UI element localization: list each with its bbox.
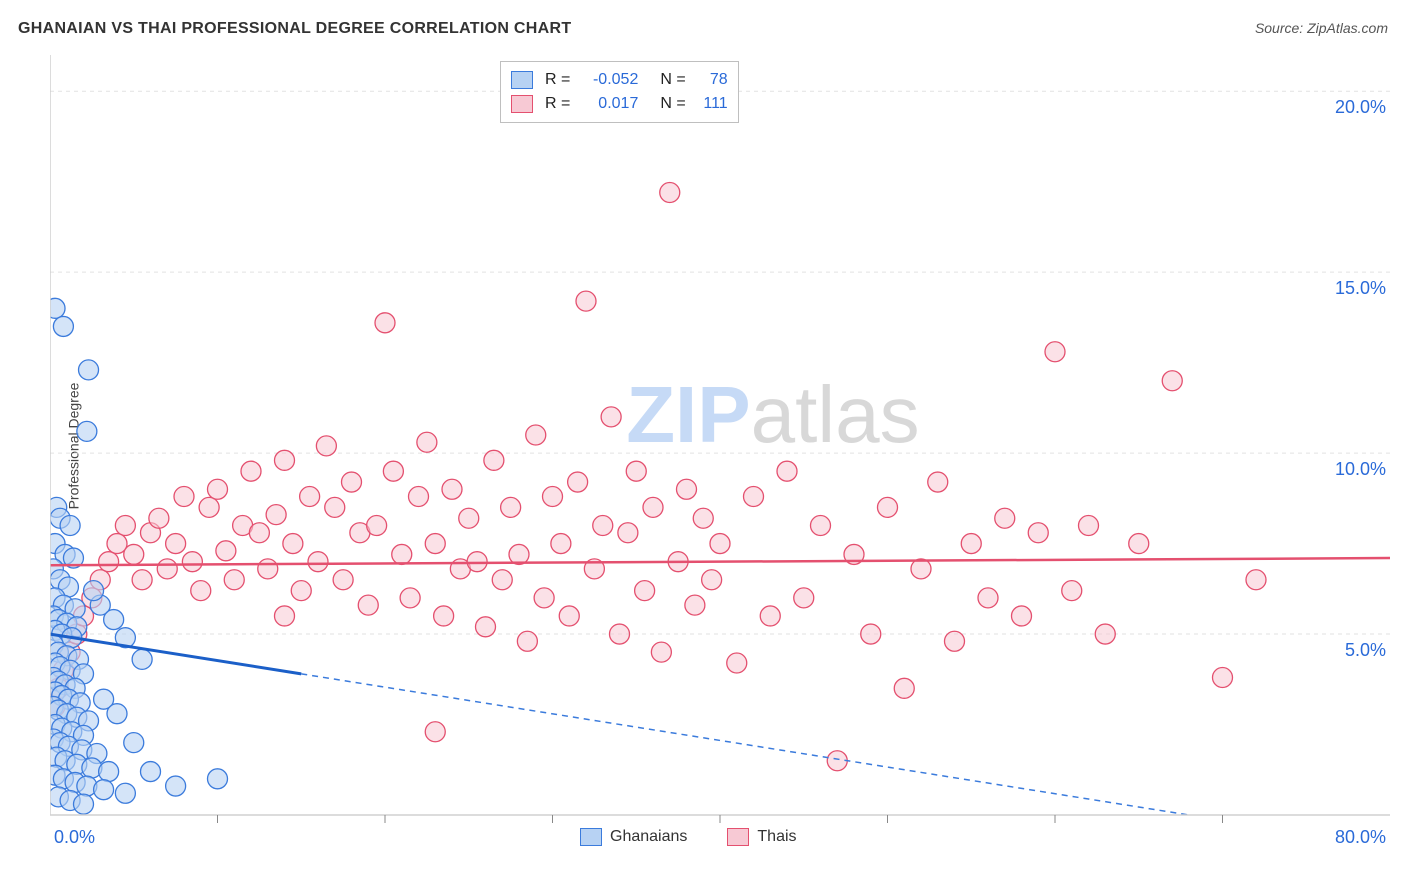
svg-text:0.0%: 0.0%: [54, 827, 95, 847]
svg-text:20.0%: 20.0%: [1335, 97, 1386, 117]
source-prefix: Source:: [1255, 20, 1307, 36]
swatch-thais: [511, 95, 533, 113]
chart-area: 5.0% 10.0% 15.0% 20.0% ZIPatlas 0.0% 80.0% R =…: [50, 55, 1390, 850]
scatter-plot-svg: 5.0% 10.0% 15.0% 20.0% ZIPatlas 0.0% 80.0%: [50, 55, 1390, 850]
r-value-ghanaians: -0.052: [578, 68, 638, 92]
n-value-thais: 111: [694, 92, 728, 116]
legend-row-thais: R = 0.017 N = 111: [511, 92, 728, 116]
n-label: N =: [660, 92, 685, 116]
chart-title: GHANAIAN VS THAI PROFESSIONAL DEGREE COR…: [18, 20, 571, 38]
svg-text:10.0%: 10.0%: [1335, 459, 1386, 479]
swatch-thais: [727, 828, 749, 846]
r-label: R =: [545, 92, 570, 116]
n-label: N =: [660, 68, 685, 92]
series-legend: Ghanaians Thais: [580, 828, 797, 846]
legend-item-ghanaians: Ghanaians: [580, 828, 687, 846]
r-value-thais: 0.017: [578, 92, 638, 116]
svg-text:5.0%: 5.0%: [1345, 640, 1386, 660]
legend-item-thais: Thais: [727, 828, 796, 846]
source-name: ZipAtlas.com: [1307, 20, 1388, 36]
svg-text:80.0%: 80.0%: [1335, 827, 1386, 847]
series-label-thais: Thais: [757, 828, 796, 846]
svg-text:15.0%: 15.0%: [1335, 278, 1386, 298]
source-attribution: Source: ZipAtlas.com: [1255, 20, 1388, 36]
n-value-ghanaians: 78: [694, 68, 728, 92]
correlation-legend: R = -0.052 N = 78 R = 0.017 N = 111: [500, 61, 739, 123]
r-label: R =: [545, 68, 570, 92]
swatch-ghanaians: [580, 828, 602, 846]
series-label-ghanaians: Ghanaians: [610, 828, 687, 846]
svg-text:ZIPatlas: ZIPatlas: [626, 370, 919, 459]
swatch-ghanaians: [511, 71, 533, 89]
legend-row-ghanaians: R = -0.052 N = 78: [511, 68, 728, 92]
